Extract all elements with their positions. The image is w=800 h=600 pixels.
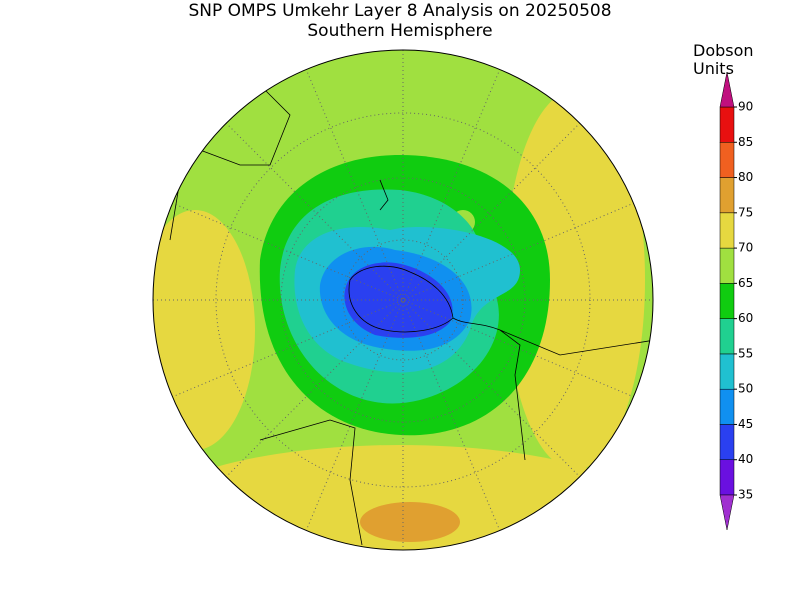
colorbar-segment [719, 283, 735, 319]
colorbar: Dobson Units 35 40 45 50 55 60 65 70 75 80 85 90 [693, 41, 754, 531]
colorbar-segment [719, 212, 735, 249]
colorbar-tick-label: 60 [738, 311, 753, 325]
map-border [152, 49, 654, 551]
colorbar-segment [719, 353, 735, 390]
colorbar-low-arrow [719, 494, 735, 531]
colorbar-high-arrow [719, 71, 735, 108]
map-title: SNP OMPS Umkehr Layer 8 Analysis on 2025… [188, 1, 611, 21]
ozone-field [153, 50, 653, 550]
colorbar-tick-label: 75 [738, 205, 753, 219]
colorbar-tick-label: 65 [738, 276, 753, 290]
colorbar-tick-label: 80 [738, 170, 753, 184]
colorbar-label: Dobson [693, 41, 754, 60]
colorbar-segment [719, 106, 735, 143]
colorbar-segment [719, 424, 735, 460]
colorbar-tick-label: 50 [738, 382, 753, 396]
colorbar-tick-label: 40 [738, 452, 753, 466]
colorbar-label: Units [693, 59, 734, 78]
colorbar-segment [719, 459, 735, 496]
colorbar-tick-label: 35 [738, 488, 753, 502]
colorbar-tick-label: 55 [738, 346, 753, 360]
colorbar-tick-label: 45 [738, 417, 753, 431]
colorbar-segment [719, 388, 735, 425]
colorbar-tick-label: 70 [738, 241, 753, 255]
colorbar-tick-label: 90 [738, 100, 753, 114]
map-subtitle: Southern Hemisphere [307, 21, 492, 41]
colorbar-segment [719, 318, 735, 355]
colorbar-tick-label: 85 [738, 135, 753, 149]
colorbar-segment [719, 177, 735, 214]
colorbar-segment [719, 142, 735, 178]
colorbar-segment [719, 247, 735, 284]
